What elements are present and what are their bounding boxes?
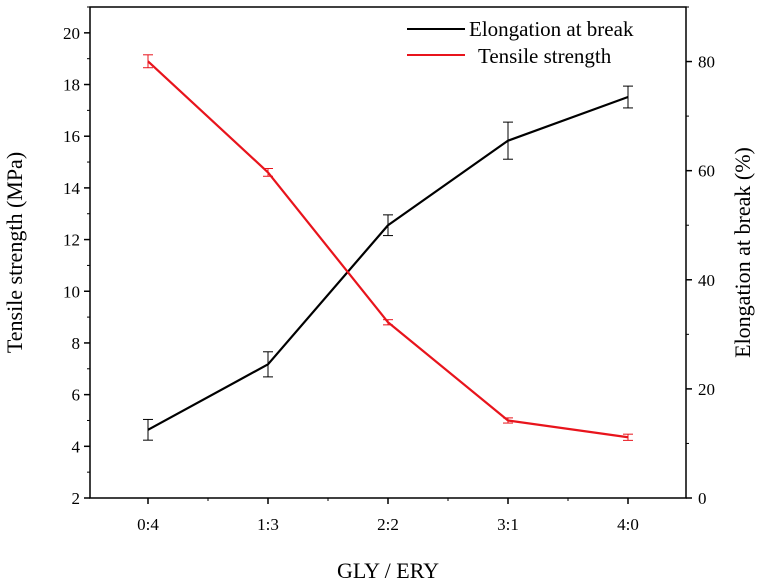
x-axis-title: GLY / ERY	[337, 558, 439, 583]
x-tick-label: 3:1	[497, 515, 519, 534]
legend: Elongation at break Tensile strength	[407, 17, 634, 68]
y-left-tick-label: 8	[72, 334, 81, 353]
y-left-tick-label: 6	[72, 386, 81, 405]
y-left-tick-label: 14	[63, 179, 81, 198]
y-left-tick-label: 10	[63, 282, 80, 301]
y-axis-right-title: Elongation at break (%)	[730, 147, 755, 358]
series-line-tensile-strength	[147, 60, 629, 439]
plot-frame	[89, 6, 687, 499]
y-axis-left-title: Tensile strength (MPa)	[2, 152, 27, 353]
x-tick-label: 1:3	[257, 515, 279, 534]
series-line-elongation-at-break	[147, 95, 629, 431]
legend-label-elongation: Elongation at break	[469, 17, 634, 41]
x-tick-label: 2:2	[377, 515, 399, 534]
ticks-layer: 2 4 6 8 10 12 14 16 18 20 0 20 40 60 80 0:4 1:3 2:2 3:1 4:0	[63, 6, 715, 534]
y-left-tick-label: 16	[63, 127, 80, 146]
y-right-tick-label: 40	[698, 271, 715, 290]
legend-label-tensile: Tensile strength	[478, 44, 612, 68]
y-left-tick-label: 18	[63, 76, 80, 95]
x-tick-label: 4:0	[617, 515, 639, 534]
y-right-tick-label: 0	[698, 489, 707, 508]
y-left-tick-label: 2	[72, 489, 81, 508]
series-layer	[143, 54, 633, 441]
y-right-tick-label: 20	[698, 380, 715, 399]
y-left-tick-label: 20	[63, 24, 80, 43]
y-right-tick-label: 80	[698, 53, 715, 72]
y-right-tick-label: 60	[698, 162, 715, 181]
y-left-tick-label: 4	[72, 437, 81, 456]
y-left-tick-label: 12	[63, 231, 80, 250]
x-tick-label: 0:4	[137, 515, 159, 534]
